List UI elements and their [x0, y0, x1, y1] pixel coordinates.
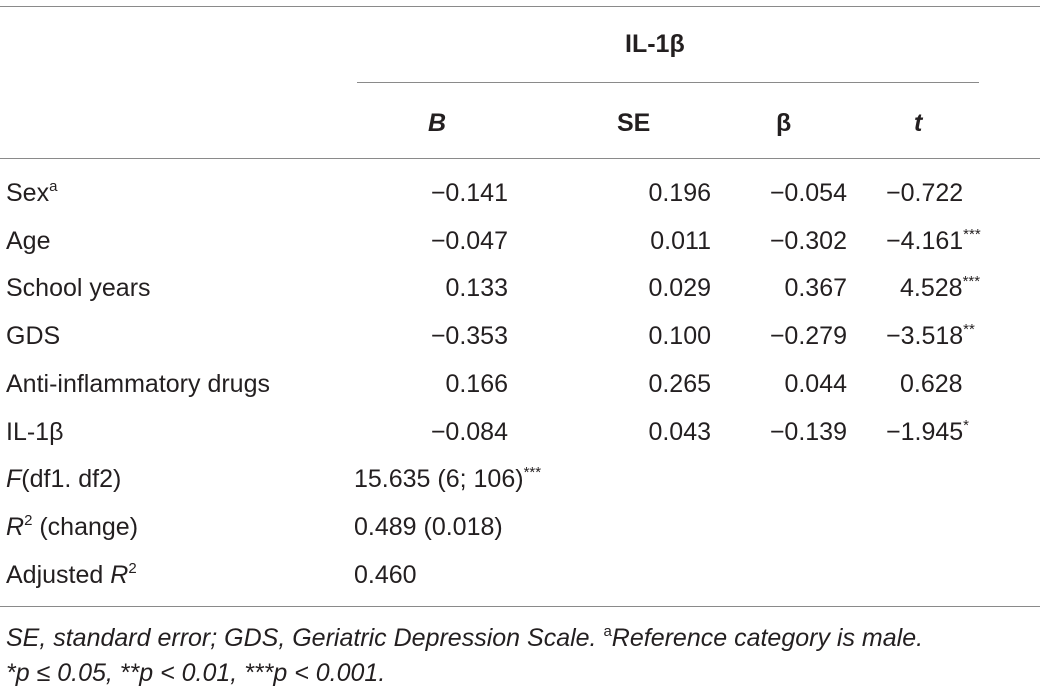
cell-se: 0.029	[648, 274, 711, 302]
group-header: IL-1β	[625, 30, 685, 58]
col-header-beta: β	[776, 109, 792, 137]
cell-t: −3.518**	[886, 321, 975, 350]
cell-se: 0.196	[648, 179, 711, 207]
group-header-underline	[357, 82, 979, 83]
top-rule	[0, 6, 1040, 7]
row-label: School years	[6, 274, 151, 302]
col-header-se: SE	[617, 109, 651, 137]
cell-t-sig: *	[963, 417, 970, 434]
cell-b: −0.084	[430, 418, 508, 446]
stat-label-f: F(df1. df2)	[6, 465, 122, 493]
cell-t: −1.945*	[886, 417, 970, 446]
header-bottom-rule	[0, 158, 1040, 159]
footnote-line-2: *p ≤ 0.05, **p < 0.01, ***p < 0.001.	[6, 659, 386, 687]
row-label: GDS	[6, 322, 61, 350]
cell-t-sig: ***	[963, 226, 981, 243]
cell-t: −0.722	[886, 179, 964, 207]
cell-t: 0.628	[900, 370, 963, 398]
cell-b: 0.133	[445, 274, 508, 302]
cell-b: −0.047	[430, 227, 508, 255]
col-header-b: B	[428, 109, 447, 137]
cell-beta: −0.279	[769, 322, 847, 350]
cell-beta: 0.367	[784, 274, 847, 302]
footnote-line-1: SE, standard error; GDS, Geriatric Depre…	[6, 623, 924, 652]
table-bottom-rule	[0, 606, 1040, 607]
cell-se: 0.100	[648, 322, 711, 350]
col-header-t: t	[914, 109, 923, 137]
stat-value-f-sig: ***	[523, 464, 542, 481]
cell-beta: −0.139	[769, 418, 847, 446]
row-label: Age	[6, 227, 51, 255]
row-label: IL-1β	[6, 418, 64, 446]
cell-beta: −0.054	[769, 179, 847, 207]
cell-se: 0.011	[650, 227, 711, 255]
stat-value-f: 15.635 (6; 106)***	[354, 464, 542, 493]
cell-t-sig: ***	[962, 273, 981, 290]
cell-beta: 0.044	[784, 370, 847, 398]
row-label: Sexa	[6, 178, 58, 207]
cell-t-sig: **	[963, 321, 975, 338]
cell-b: −0.353	[430, 322, 508, 350]
cell-b: 0.166	[445, 370, 508, 398]
cell-beta: −0.302	[769, 227, 847, 255]
row-label-sup: a	[49, 178, 58, 195]
cell-se: 0.043	[648, 418, 711, 446]
cell-se: 0.265	[648, 370, 711, 398]
stat-value-r2: 0.489 (0.018)	[354, 513, 503, 541]
cell-t: 4.528***	[900, 273, 981, 302]
stat-label-adjusted-r2: Adjusted R2	[6, 560, 137, 589]
cell-t: −4.161***	[886, 226, 981, 255]
cell-b: −0.141	[430, 179, 508, 207]
stat-label-r2: R2 (change)	[6, 512, 139, 541]
row-label: Anti-inflammatory drugs	[6, 370, 270, 398]
stat-value-adjusted-r2: 0.460	[354, 561, 417, 589]
